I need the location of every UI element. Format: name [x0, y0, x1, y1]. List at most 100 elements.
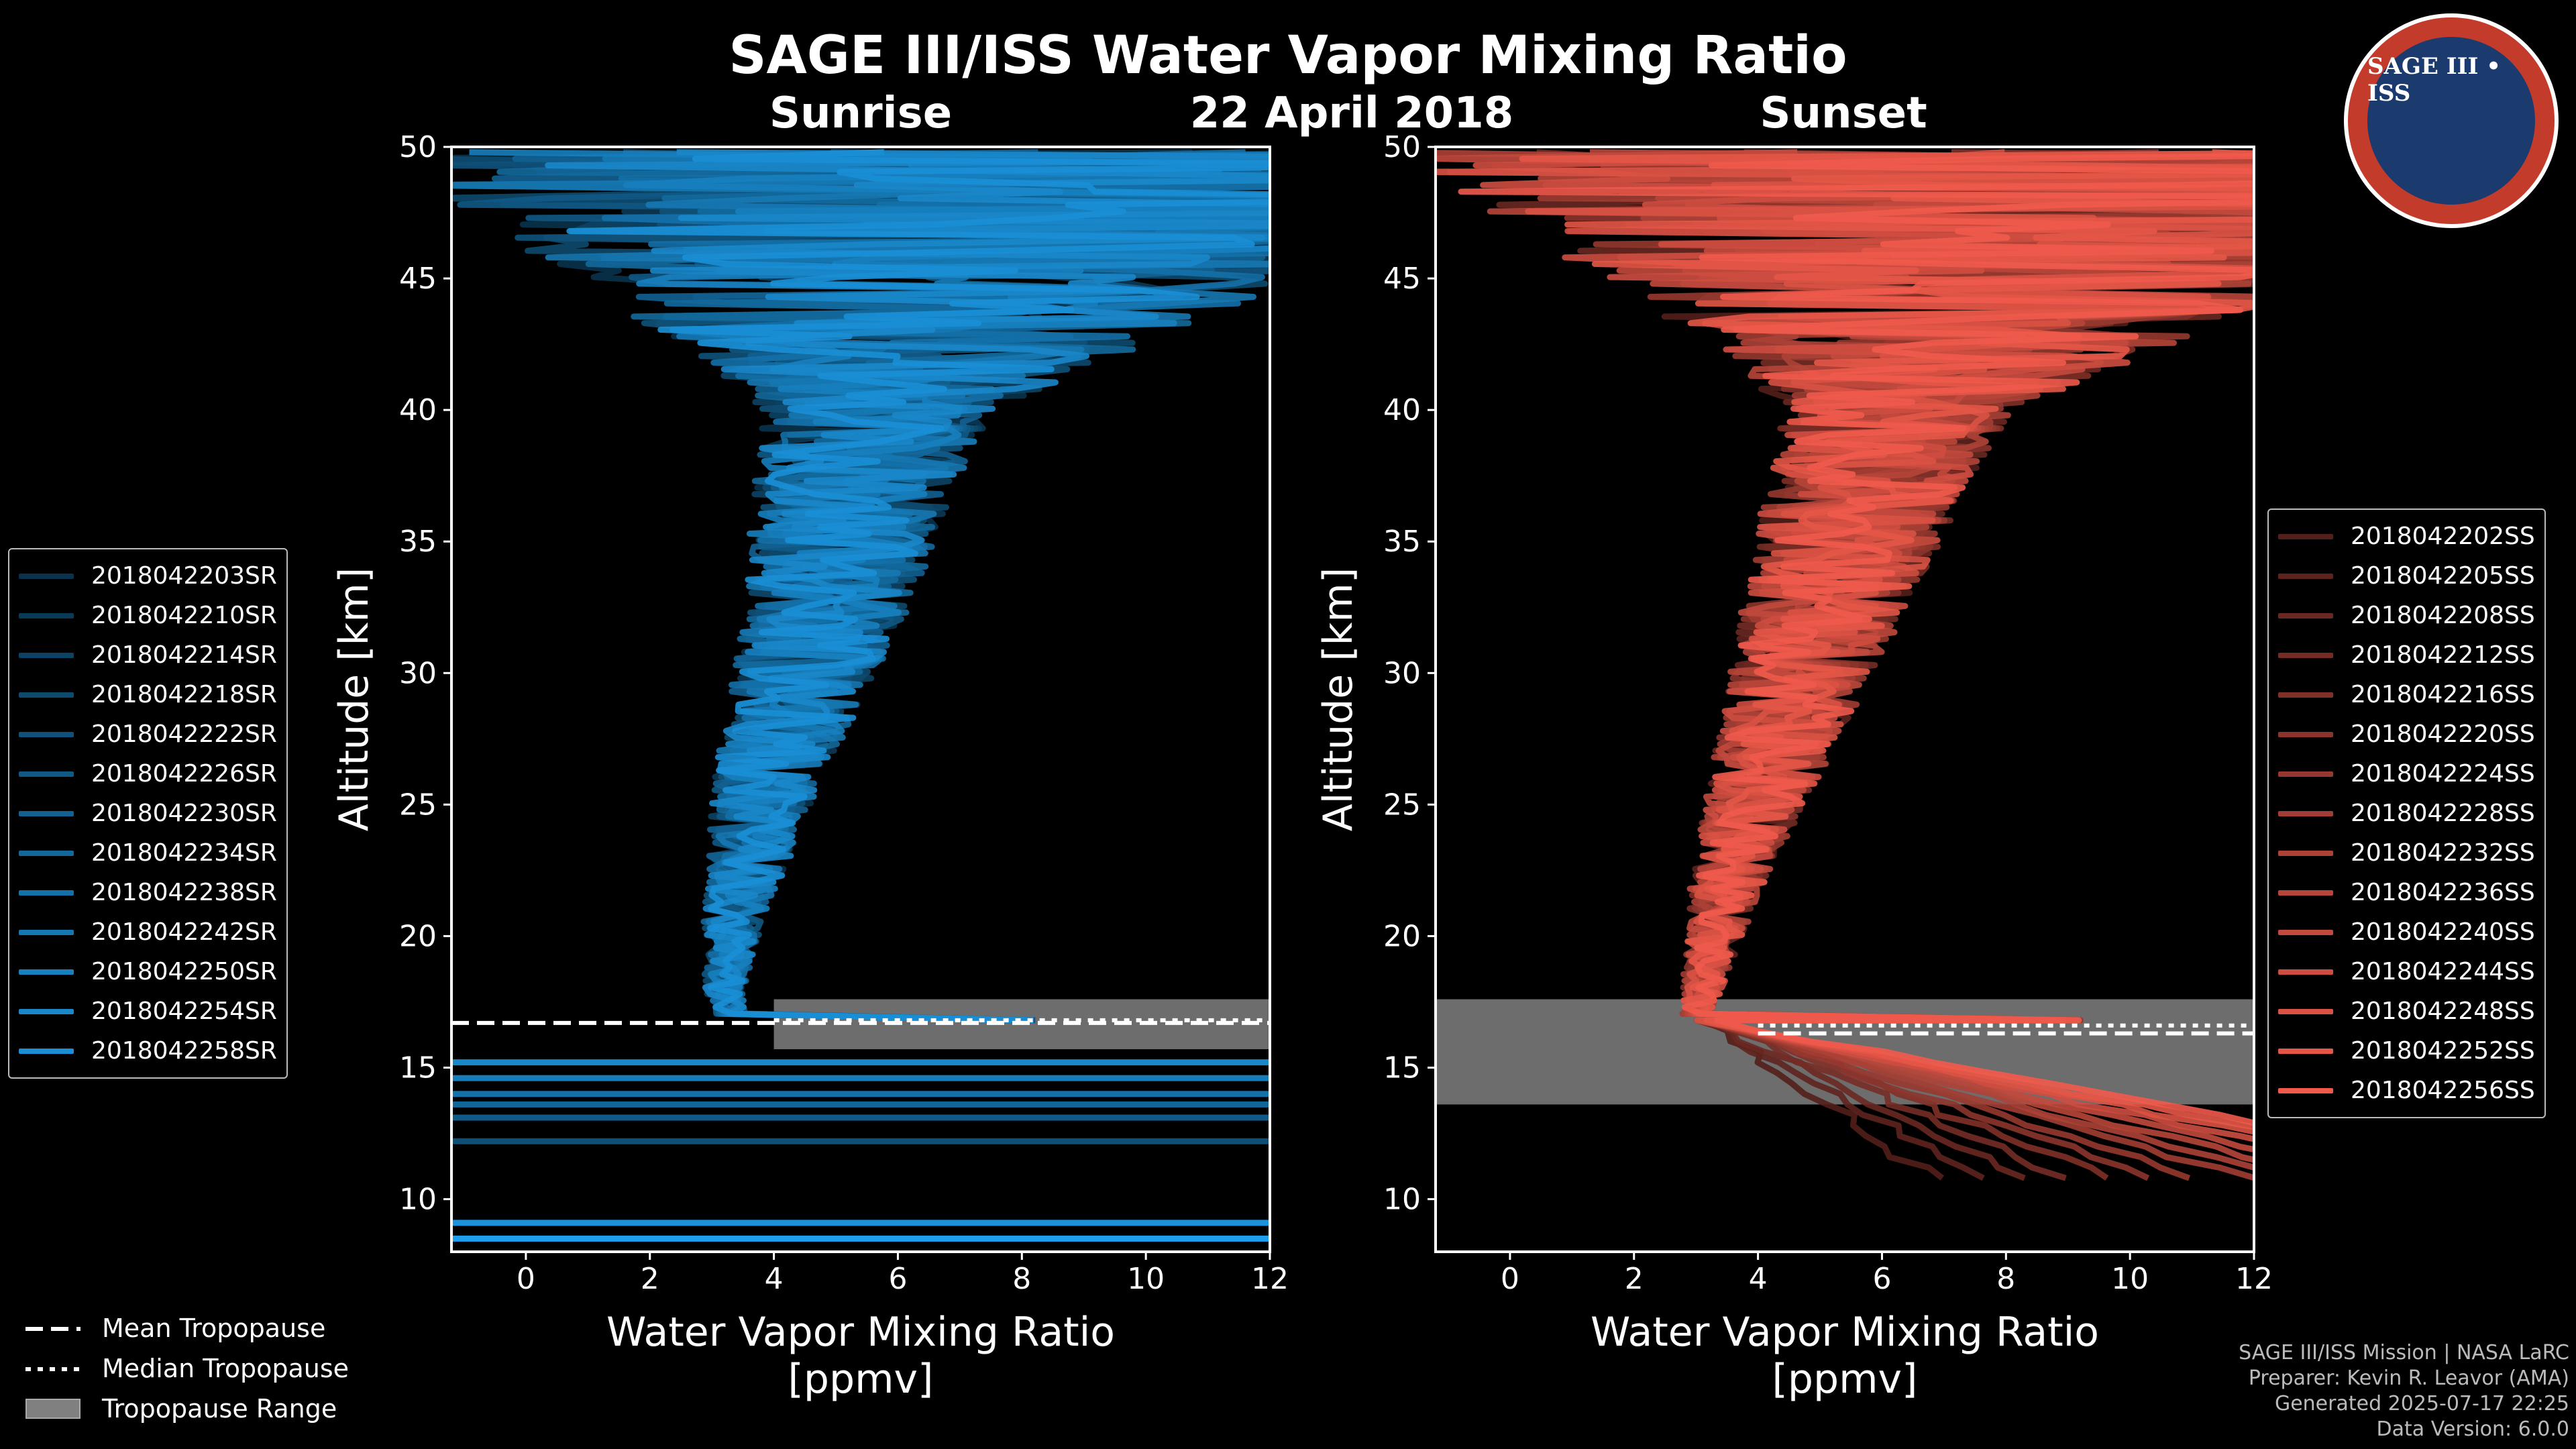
- dashed-line-icon: [25, 1327, 80, 1331]
- legend-item: 2018042228SS: [2278, 794, 2535, 833]
- legend-item: 2018042232SS: [2278, 833, 2535, 873]
- legend-sunrise: 2018042203SR 2018042210SR 2018042214SR 2018…: [8, 548, 288, 1079]
- tropopause-legend: Mean Tropopause Median Tropopause Tropop…: [25, 1308, 349, 1429]
- x-tick-label: 2: [641, 1262, 659, 1296]
- legend-label: 2018042222SR: [91, 720, 277, 748]
- legend-swatch: [19, 612, 74, 619]
- legend-item: 2018042210SR: [19, 596, 277, 635]
- legend-swatch: [19, 850, 74, 856]
- legend-swatch: [19, 810, 74, 816]
- legend-swatch: [2278, 1008, 2333, 1014]
- legend-swatch: [2278, 850, 2333, 856]
- legend-item: 2018042205SS: [2278, 556, 2535, 596]
- legend-label: 2018042242SR: [91, 918, 277, 946]
- legend-label: 2018042248SS: [2351, 998, 2535, 1025]
- legend-label: 2018042210SR: [91, 602, 277, 629]
- legend-mean-label: Mean Tropopause: [102, 1313, 326, 1343]
- legend-label: 2018042254SR: [91, 998, 277, 1025]
- y-axis-label: Altitude [km]: [331, 568, 378, 832]
- legend-item: 2018042218SR: [19, 675, 277, 714]
- legend-item: 2018042244SS: [2278, 952, 2535, 991]
- y-tick-label: 50: [399, 130, 437, 164]
- legend-label: 2018042258SR: [91, 1037, 277, 1065]
- legend-item: 2018042234SR: [19, 833, 277, 873]
- legend-swatch: [2278, 969, 2333, 975]
- legend-label: 2018042202SS: [2351, 523, 2535, 550]
- credit-mission: SAGE III/ISS Mission | NASA LaRC: [2239, 1341, 2569, 1364]
- legend-label: 2018042230SR: [91, 800, 277, 827]
- x-axis-label: [ppmv]: [1772, 1356, 1918, 1403]
- y-tick-label: 10: [399, 1183, 437, 1217]
- profile-line: [451, 151, 1270, 1024]
- legend-item: 2018042202SS: [2278, 517, 2535, 556]
- legend-item: 2018042250SR: [19, 952, 277, 991]
- legend-swatch: [19, 573, 74, 579]
- legend-label: 2018042232SS: [2351, 839, 2535, 867]
- legend-swatch: [19, 1008, 74, 1014]
- y-tick-label: 45: [1383, 262, 1421, 296]
- x-tick-label: 6: [888, 1262, 907, 1296]
- panel-sunrise: 0 2 4 6 8 10 12 10 15 20 25 30 35 40 45 50 Water Vapor M…: [331, 130, 1289, 1403]
- legend-swatch: [19, 771, 74, 777]
- legend-label: 2018042218SR: [91, 681, 277, 708]
- legend-label: 2018042208SS: [2351, 602, 2535, 629]
- legend-sunset: 2018042202SS 2018042205SS 2018042208SS 2018…: [2267, 508, 2546, 1118]
- credit-version: Data Version: 6.0.0: [2376, 1417, 2569, 1441]
- x-tick-label: 4: [1749, 1262, 1768, 1296]
- legend-swatch: [2278, 1048, 2333, 1054]
- y-tick-label: 10: [1383, 1183, 1421, 1217]
- credits: SAGE III/ISS Mission | NASA LaRC Prepare…: [2239, 1340, 2569, 1442]
- legend-swatch: [2278, 533, 2333, 539]
- y-tick-label: 35: [399, 525, 437, 559]
- legend-item: 2018042203SR: [19, 556, 277, 596]
- legend-swatch: [19, 1048, 74, 1054]
- legend-label: 2018042236SS: [2351, 879, 2535, 906]
- y-axis-label: Altitude [km]: [1315, 568, 1362, 832]
- profile-line: [451, 156, 1270, 1024]
- axes-frame: [1434, 146, 2255, 1253]
- y-tick-label: 30: [1383, 656, 1421, 690]
- legend-swatch: [19, 731, 74, 737]
- legend-item: 2018042252SS: [2278, 1031, 2535, 1071]
- legend-label: 2018042238SR: [91, 879, 277, 906]
- y-tick-label: 40: [1383, 393, 1421, 427]
- legend-swatch: [2278, 771, 2333, 777]
- x-tick-label: 12: [1251, 1262, 1289, 1296]
- range-swatch-icon: [25, 1399, 80, 1419]
- profile-line: [451, 149, 1270, 1024]
- legend-label: 2018042212SS: [2351, 641, 2535, 669]
- legend-item: 2018042248SS: [2278, 991, 2535, 1031]
- legend-swatch: [19, 929, 74, 935]
- y-tick-label: 35: [1383, 525, 1421, 559]
- legend-swatch: [2278, 929, 2333, 935]
- plot-area-sunset: [1436, 149, 2254, 1181]
- y-tick-label: 15: [399, 1051, 437, 1085]
- legend-item: 2018042222SR: [19, 714, 277, 754]
- profile-line: [566, 149, 1270, 1024]
- legend-item: 2018042242SR: [19, 912, 277, 952]
- legend-item: 2018042238SR: [19, 873, 277, 912]
- x-axis-label: [ppmv]: [788, 1356, 934, 1403]
- legend-item: 2018042240SS: [2278, 912, 2535, 952]
- sage-mission-logo: SAGE III • ISS: [2344, 13, 2565, 262]
- legend-label: 2018042252SS: [2351, 1037, 2535, 1065]
- legend-label: 2018042228SS: [2351, 800, 2535, 827]
- legend-swatch: [2278, 810, 2333, 816]
- x-axis-label: Water Vapor Mixing Ratio: [1591, 1309, 2099, 1356]
- legend-swatch: [2278, 573, 2333, 579]
- legend-item: 2018042224SS: [2278, 754, 2535, 794]
- y-tick-label: 20: [1383, 919, 1421, 953]
- x-tick-label: 10: [2111, 1262, 2149, 1296]
- legend-swatch: [19, 890, 74, 896]
- legend-item: 2018042230SR: [19, 794, 277, 833]
- legend-item: 2018042254SR: [19, 991, 277, 1031]
- chart-title: SAGE III/ISS Water Vapor Mixing Ratio: [729, 25, 1847, 86]
- legend-label: 2018042250SR: [91, 958, 277, 985]
- legend-label: 2018042224SS: [2351, 760, 2535, 788]
- y-tick-label: 50: [1383, 130, 1421, 164]
- x-tick-label: 10: [1127, 1262, 1165, 1296]
- legend-swatch: [2278, 890, 2333, 896]
- y-tick-label: 20: [399, 919, 437, 953]
- legend-swatch: [19, 969, 74, 975]
- legend-label: 2018042220SS: [2351, 720, 2535, 748]
